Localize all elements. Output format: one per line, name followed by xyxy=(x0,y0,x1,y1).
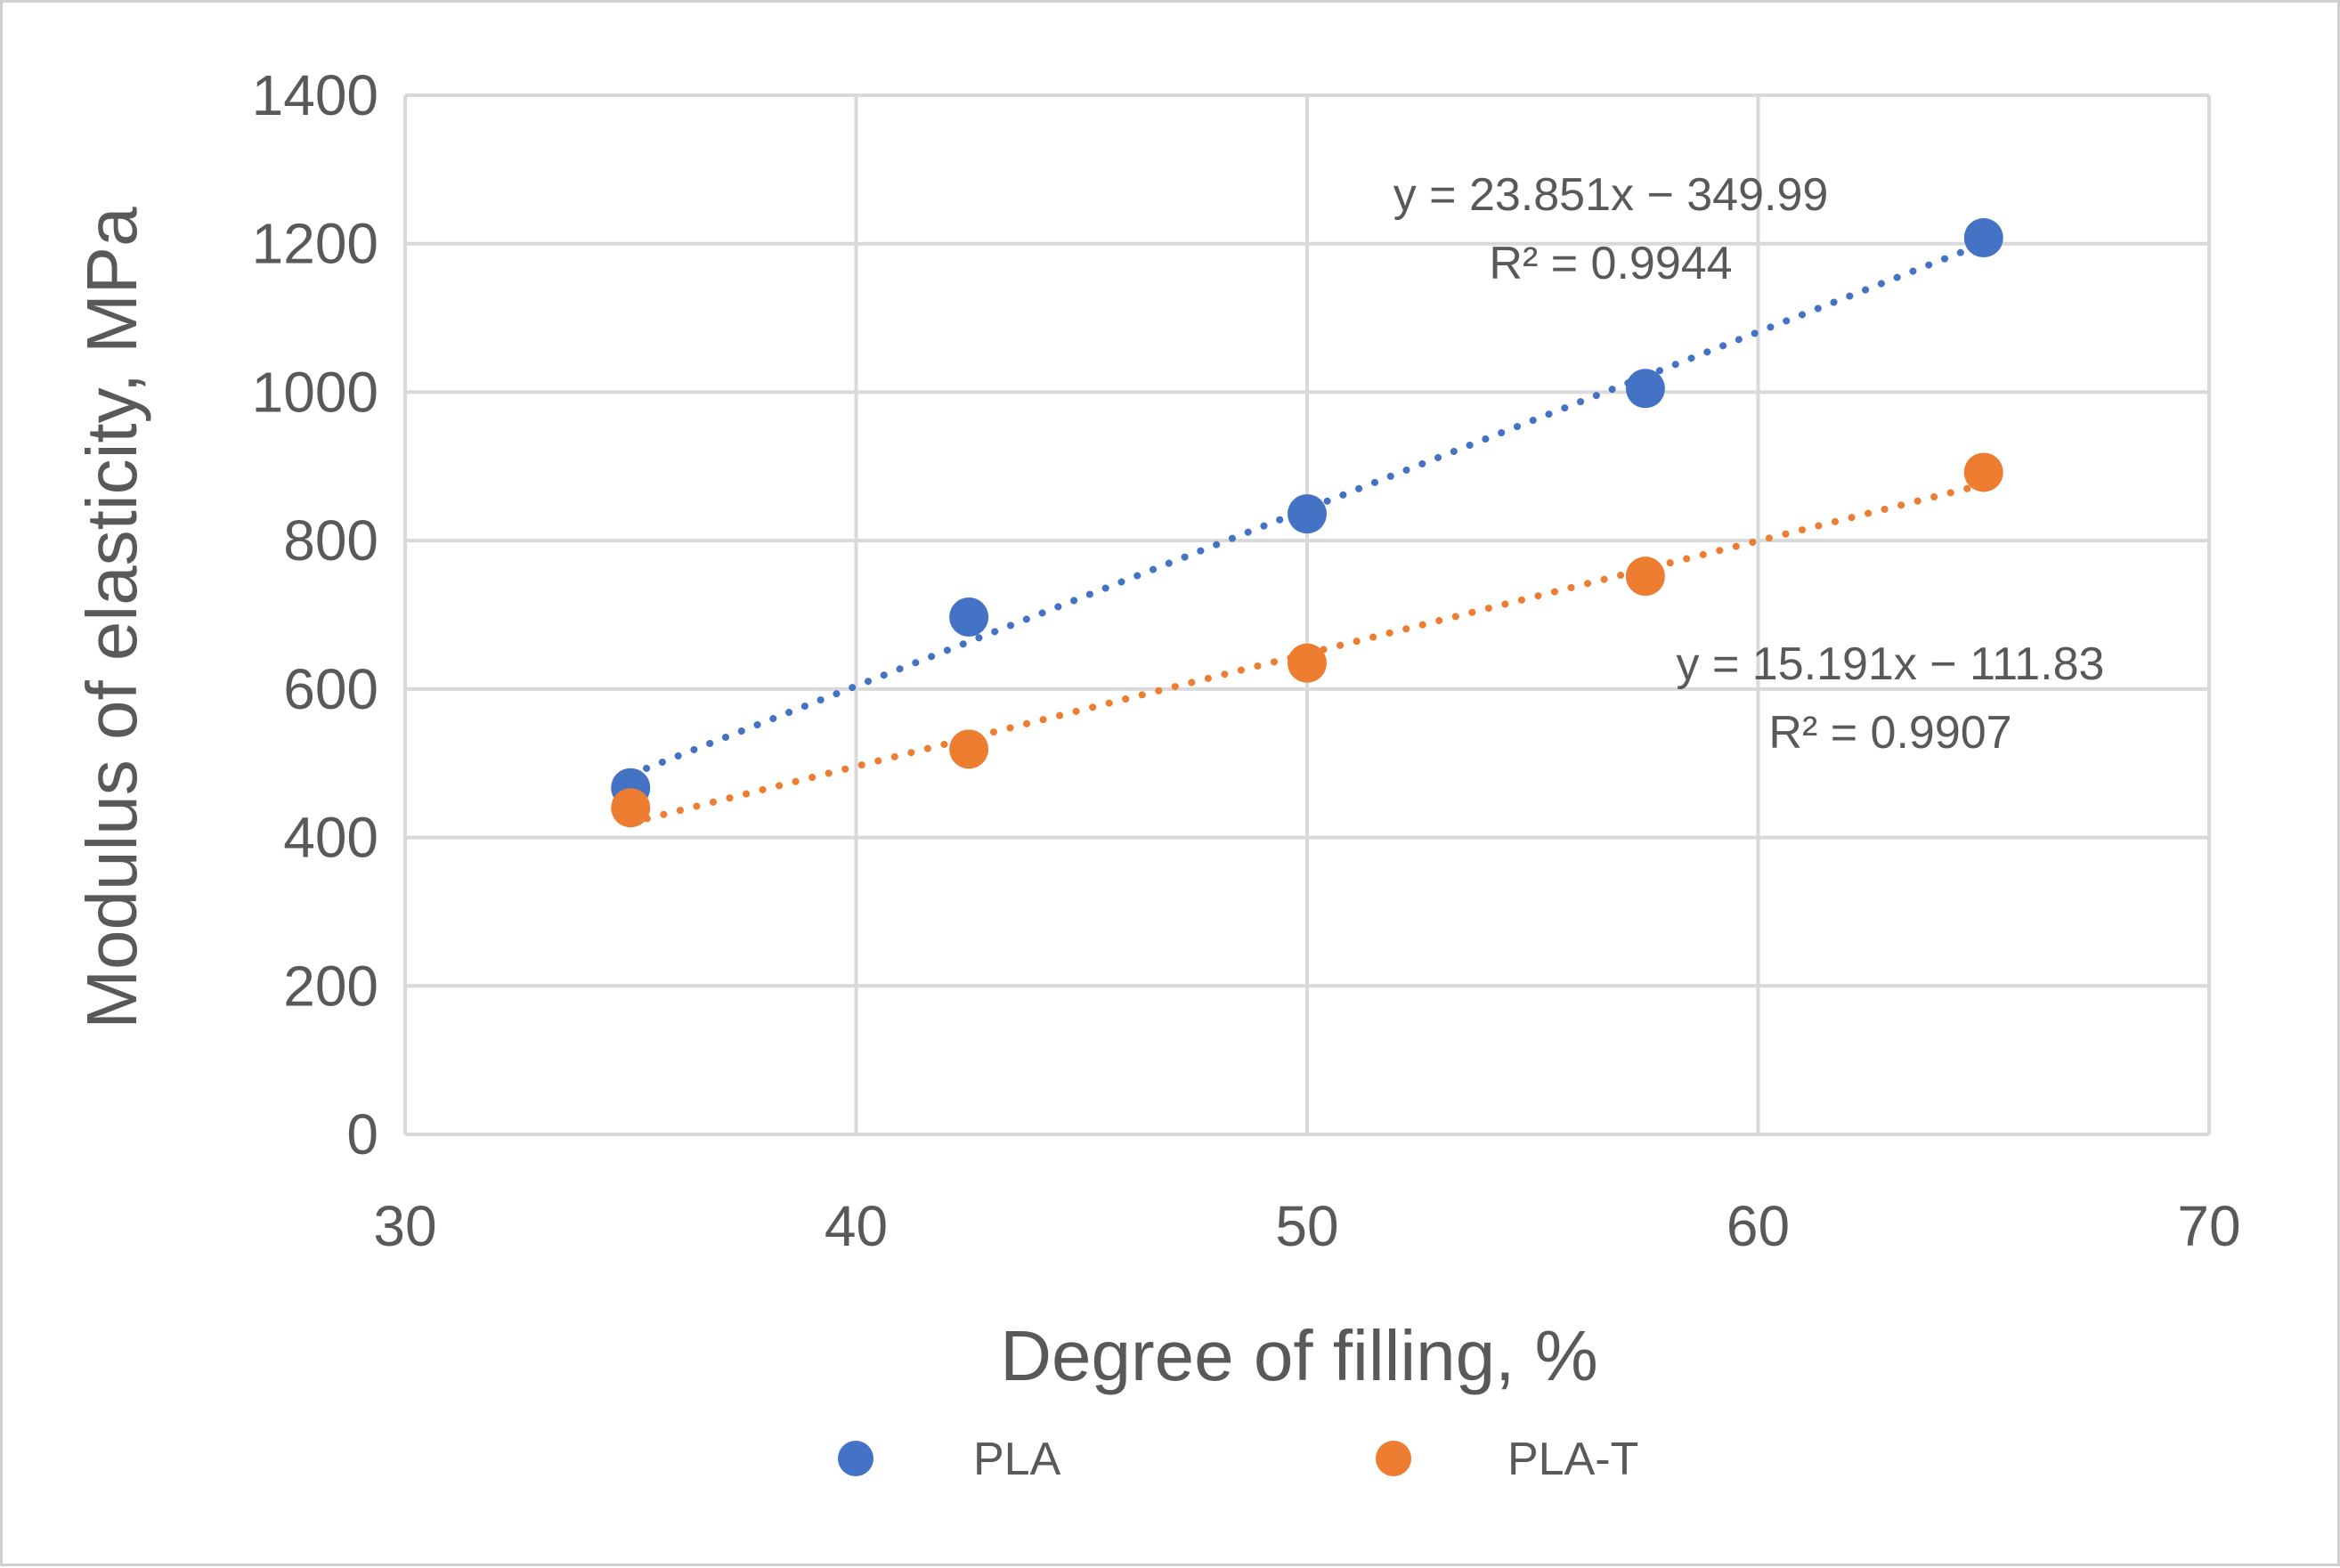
data-points xyxy=(611,218,2003,828)
y-axis-ticks: 0 200 400 600 800 1000 1200 1400 xyxy=(252,63,378,1166)
data-point-pla-t xyxy=(1625,557,1665,597)
scatter-chart: 0 200 400 600 800 1000 1200 1400 30 40 50 60 70 y =… xyxy=(72,63,2241,1485)
legend-label-pla-t: PLA-T xyxy=(1507,1434,1638,1485)
trendline-equations: y = 23.851x − 349.99 R² = 0.9944 y = 15.19… xyxy=(1393,169,2105,759)
y-tick-label: 200 xyxy=(283,954,378,1018)
y-tick-label: 1200 xyxy=(252,212,378,276)
data-point-pla xyxy=(1963,218,2003,258)
x-tick-label: 40 xyxy=(825,1194,888,1258)
data-point-pla xyxy=(1625,369,1665,409)
legend-label-pla: PLA xyxy=(973,1434,1061,1485)
y-tick-label: 1400 xyxy=(252,63,378,127)
y-tick-label: 400 xyxy=(283,806,378,870)
y-axis-title: Modulus of elasticity, MPa xyxy=(72,207,151,1029)
data-point-pla xyxy=(949,597,989,638)
data-point-pla-t xyxy=(949,729,989,769)
legend-marker-pla-t xyxy=(1376,1441,1411,1476)
x-axis-ticks: 30 40 50 60 70 xyxy=(373,1194,2240,1258)
trendline-equation-pla-t: y = 15.191x − 111.83 xyxy=(1677,638,2105,690)
y-tick-label: 600 xyxy=(283,657,378,721)
data-point-pla-t xyxy=(1288,643,1327,683)
x-tick-label: 50 xyxy=(1275,1194,1338,1258)
legend-marker-pla xyxy=(838,1441,873,1476)
grid-lines xyxy=(403,93,2211,1136)
y-tick-label: 1000 xyxy=(252,360,378,424)
legend: PLA PLA-T xyxy=(838,1434,1638,1485)
x-axis-title: Degree of filling, % xyxy=(1000,1316,1597,1395)
x-tick-label: 70 xyxy=(2177,1194,2240,1258)
data-point-pla-t xyxy=(611,788,651,828)
trendline-r2-pla: R² = 0.9944 xyxy=(1489,238,1732,289)
y-tick-label: 800 xyxy=(283,508,378,573)
data-point-pla-t xyxy=(1963,452,2003,492)
trendline-equation-pla: y = 23.851x − 349.99 xyxy=(1393,169,1829,221)
trendline-r2-pla-t: R² = 0.9907 xyxy=(1768,707,2011,759)
x-tick-label: 60 xyxy=(1727,1194,1790,1258)
data-point-pla xyxy=(1288,494,1327,534)
y-tick-label: 0 xyxy=(346,1102,378,1166)
x-tick-label: 30 xyxy=(373,1194,436,1258)
